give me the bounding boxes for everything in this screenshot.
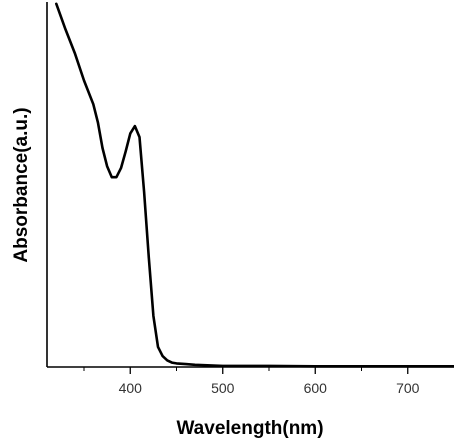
absorbance-series-line — [55, 2, 454, 368]
y-axis-title: Absorbance(a.u.) — [11, 107, 32, 262]
x-tick-label: 700 — [396, 380, 420, 396]
x-tick-label: 400 — [119, 380, 143, 396]
x-axis-ticks: 400 500 600 700 — [83, 367, 420, 396]
x-tick-label: 500 — [211, 380, 235, 396]
x-tick-label: 600 — [304, 380, 328, 396]
plot-area: 400 500 600 700 — [46, 2, 454, 396]
x-axis-title: Wavelength(nm) — [176, 418, 323, 439]
